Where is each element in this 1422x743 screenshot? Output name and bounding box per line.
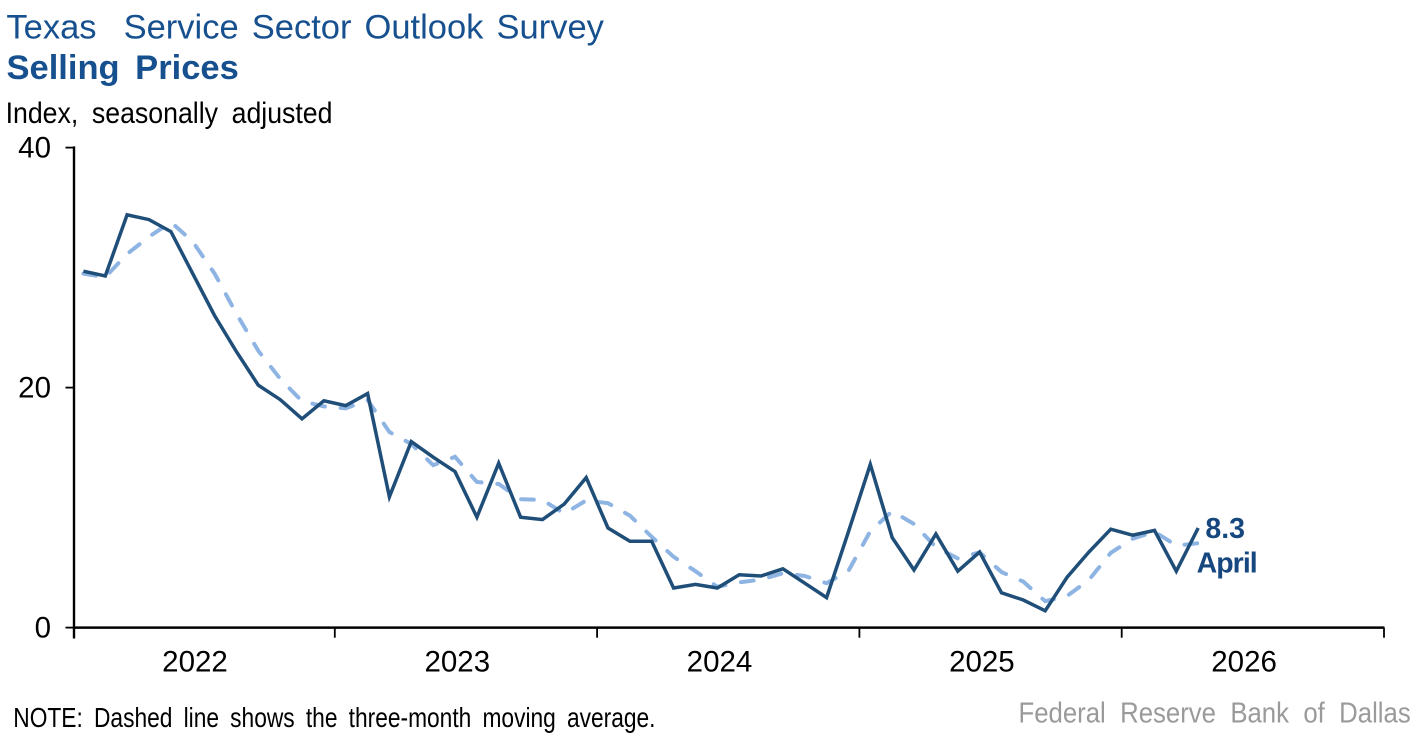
svg-text:NOTE: Dashed line shows the th: NOTE: Dashed line shows the three-month … bbox=[13, 703, 655, 734]
svg-text:2026: 2026 bbox=[1211, 645, 1277, 678]
svg-text:2022: 2022 bbox=[162, 645, 228, 678]
svg-text:2025: 2025 bbox=[949, 645, 1015, 678]
svg-text:40: 40 bbox=[18, 132, 51, 165]
svg-text:2024: 2024 bbox=[687, 645, 753, 678]
svg-text:Federal Reserve Bank of Dallas: Federal Reserve Bank of Dallas bbox=[1019, 696, 1411, 729]
svg-text:2023: 2023 bbox=[424, 645, 490, 678]
svg-text:April: April bbox=[1197, 547, 1257, 579]
svg-text:Selling Prices: Selling Prices bbox=[7, 49, 239, 87]
svg-text:0: 0 bbox=[35, 612, 51, 645]
svg-text:Index, seasonally adjusted: Index, seasonally adjusted bbox=[6, 97, 333, 131]
svg-text:Texas Service Sector Outlook S: Texas Service Sector Outlook Survey bbox=[6, 8, 604, 46]
svg-text:20: 20 bbox=[18, 372, 51, 405]
svg-text:8.3: 8.3 bbox=[1205, 513, 1245, 545]
